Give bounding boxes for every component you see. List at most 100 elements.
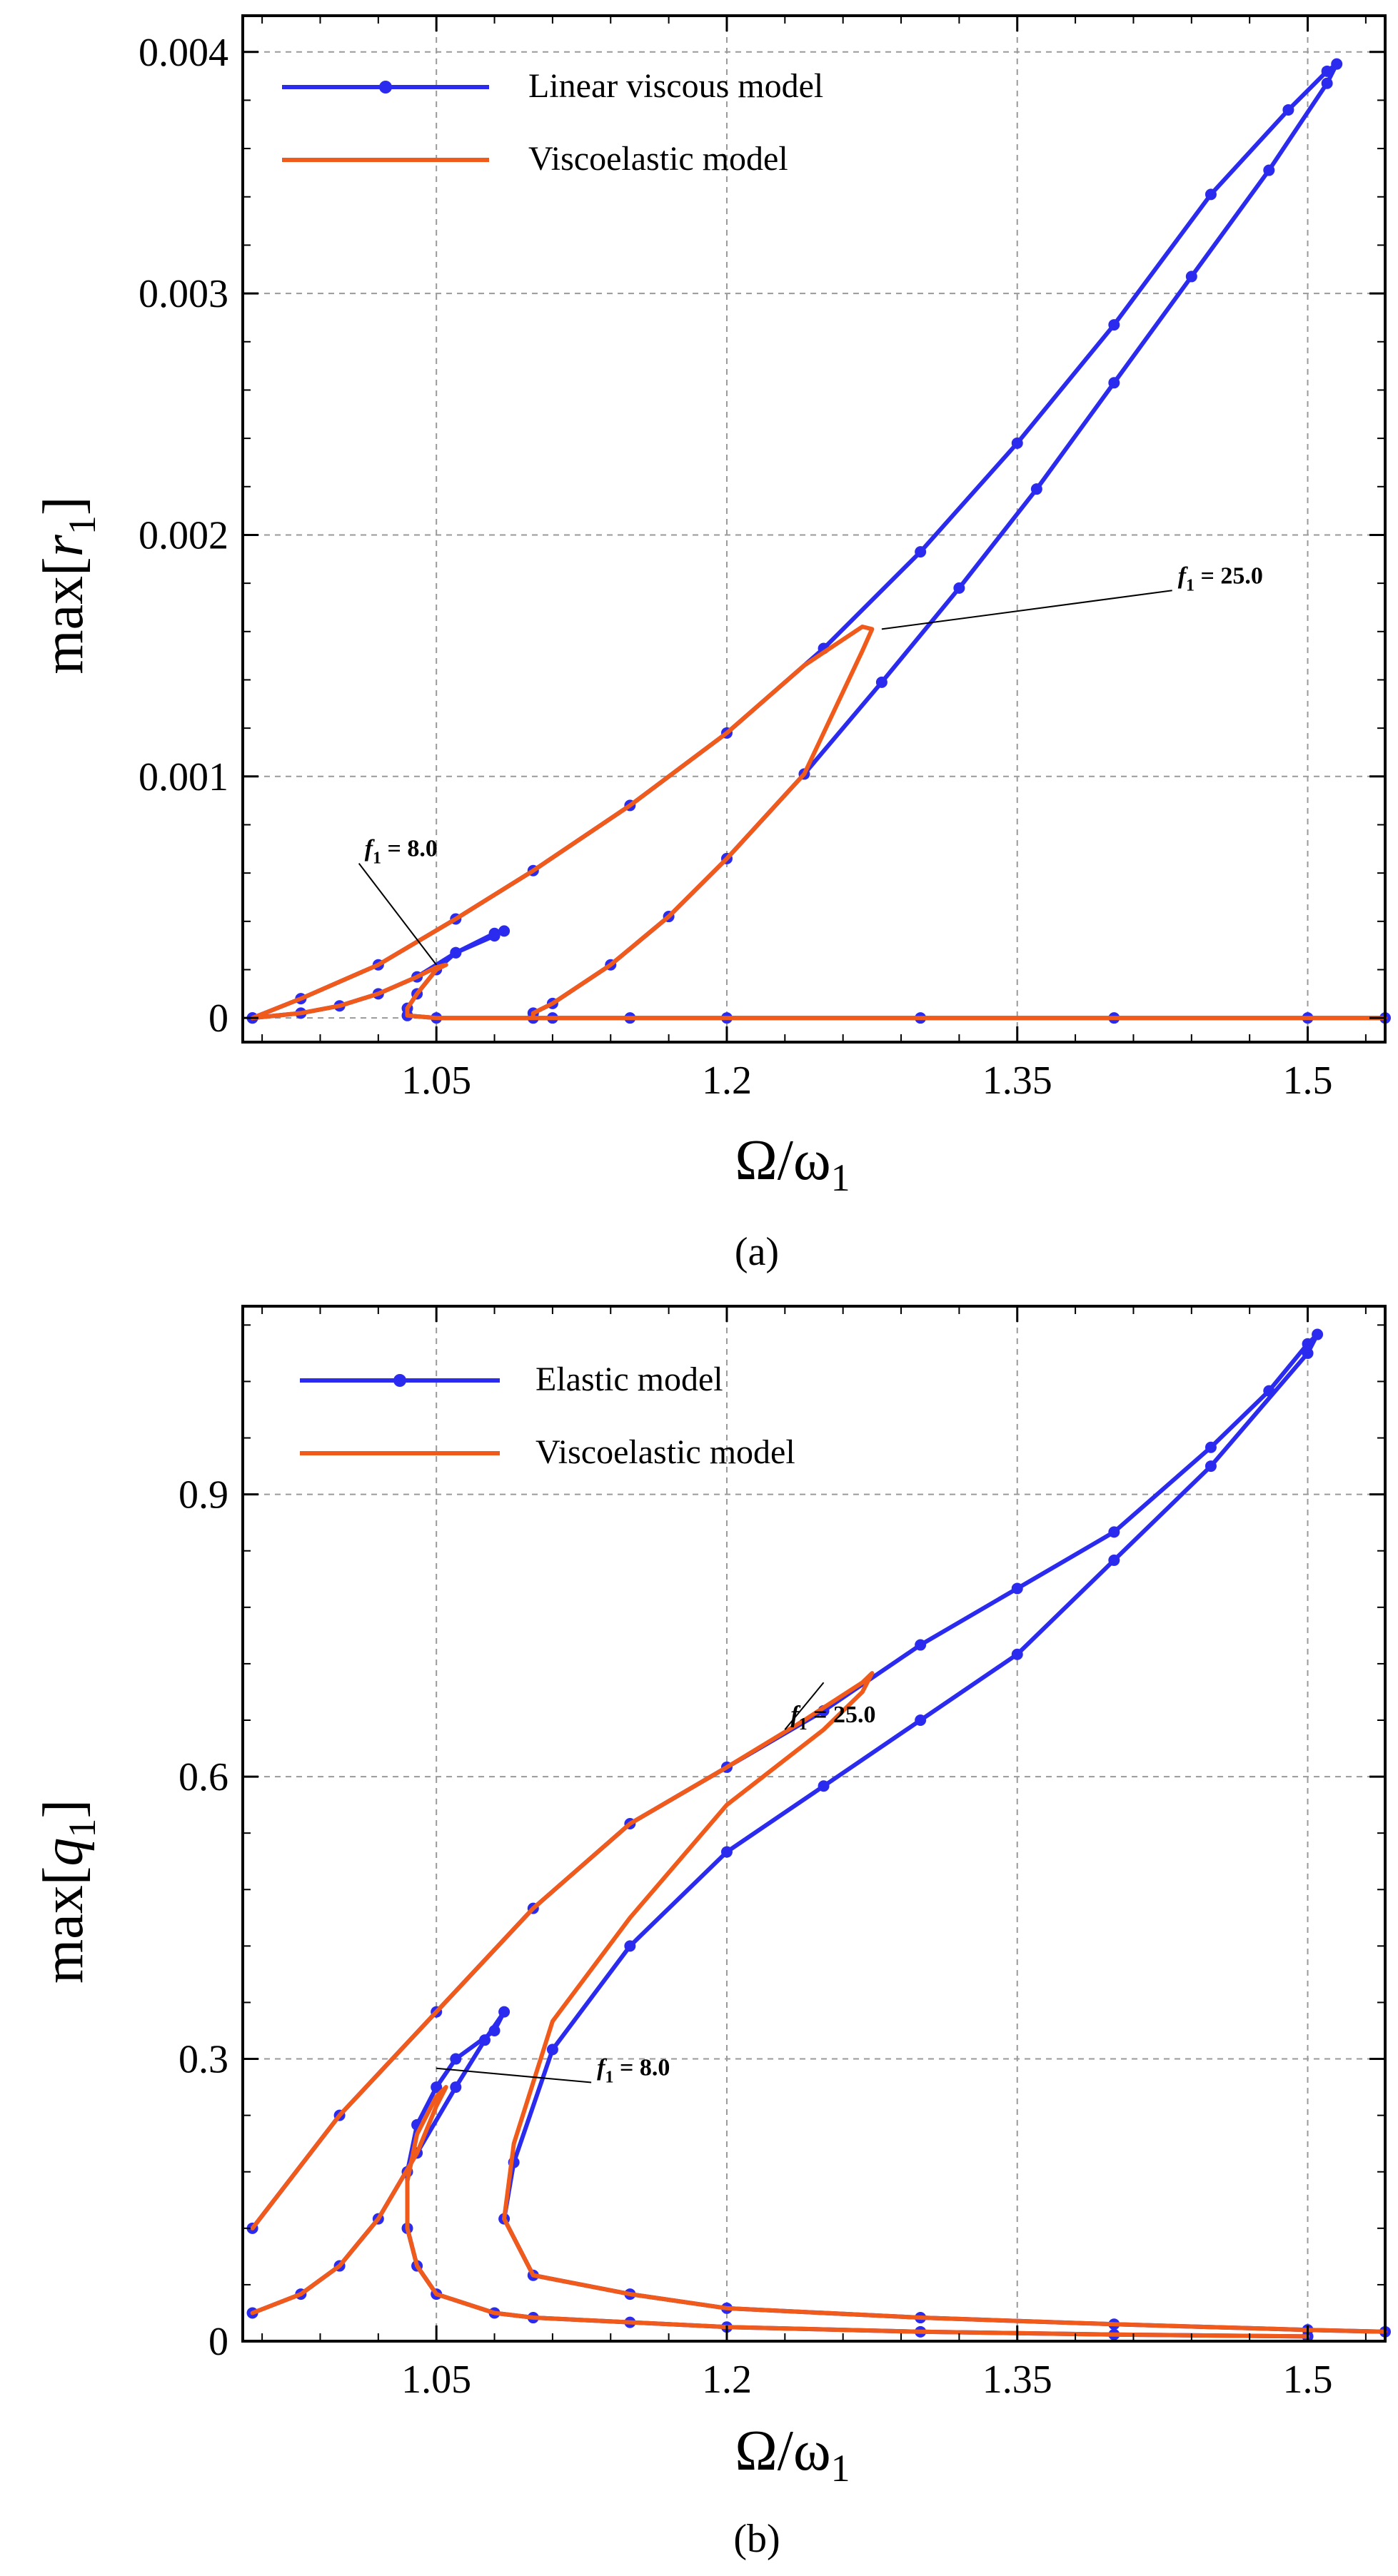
series-line-orange-f1-8-0 [250, 962, 535, 1021]
annotations: f1 = 8.0 f1 = 25.0 [436, 1682, 876, 2087]
annotation-f1-8: f1 = 8.0 [436, 2055, 670, 2087]
data-point [1108, 1526, 1120, 1538]
annotation-f1-25-rest: = 25.0 [808, 1702, 876, 1728]
legend-label-elastic: Elastic model [535, 1360, 723, 1398]
data-point [450, 2053, 462, 2065]
data-point [624, 1940, 636, 1952]
x-axis-label-sub: 1 [831, 1156, 850, 1199]
annotation-f1-8-var: f [597, 2055, 608, 2081]
data-point [1321, 77, 1333, 89]
y-axis-label-suffix: ] [32, 496, 95, 515]
x-axis-label: Ω/ω1 [735, 2420, 850, 2490]
x-tick-label: 1.2 [702, 2358, 752, 2402]
data-point [488, 2025, 501, 2036]
x-tick-label: 1.5 [1283, 2358, 1333, 2402]
data-point [498, 925, 511, 937]
data-point [818, 1780, 830, 1792]
annotation-f1-25-rest: = 25.0 [1195, 562, 1263, 589]
annotation-f1-8-rest: = 8.0 [613, 2055, 670, 2081]
legend-label-linear-viscous: Linear viscous model [528, 67, 823, 105]
x-tick-label: 1.05 [401, 2358, 471, 2402]
data-point [1302, 1347, 1314, 1359]
y-tick-label: 0.001 [139, 755, 228, 799]
svg-text:f1 = 25.0: f1 = 25.0 [790, 1702, 875, 1734]
data-point [1263, 164, 1275, 176]
data-point [915, 546, 927, 558]
series-line-blue-f1-25-0 [250, 1332, 1387, 2334]
legend: Linear viscous model Viscoelastic model [282, 67, 823, 178]
y-axis-label-var: q [32, 1838, 95, 1867]
y-tick-label: 0 [208, 2320, 228, 2364]
data-point [953, 582, 965, 594]
annotation-f1-8-var: f [365, 836, 376, 862]
series-layer [246, 1328, 1391, 2343]
y-tick-label: 0.9 [178, 1473, 228, 1517]
data-point [1282, 103, 1294, 116]
data-point [1312, 1328, 1324, 1340]
data-point [1205, 1441, 1217, 1453]
data-point [1185, 271, 1197, 283]
y-tick-label: 0 [208, 996, 228, 1041]
legend-label-viscoelastic: Viscoelastic model [528, 140, 788, 178]
series-line-blue-f1-8-0 [250, 929, 535, 1021]
data-point [1108, 377, 1120, 389]
data-point [450, 946, 462, 959]
legend-marker-linear-viscous [379, 81, 392, 94]
data-point [431, 2081, 443, 2093]
x-tick-label: 1.35 [982, 2358, 1052, 2402]
data-point [1108, 319, 1120, 331]
series-line-orange-f1-8-0 [250, 2085, 1310, 2339]
grid-lines [243, 16, 1385, 1042]
x-axis-label-sub: 1 [831, 2447, 850, 2490]
x-tick-label: 1.2 [702, 1059, 752, 1103]
annotation-f1-25: f1 = 25.0 [881, 562, 1263, 630]
y-axis-label-prefix: max[ [32, 557, 95, 674]
y-tick-label: 0.3 [178, 2038, 228, 2082]
x-tick-label: 1.05 [401, 1059, 471, 1103]
data-point [720, 1846, 733, 1858]
y-axis-label-sub: 1 [61, 1819, 104, 1838]
annotation-f1-25-sub: 1 [1186, 576, 1195, 595]
data-point [1011, 437, 1023, 449]
y-axis-label-suffix: ] [32, 1799, 95, 1819]
y-tick-label: 0.6 [178, 1755, 228, 1799]
data-point [1011, 1582, 1023, 1595]
data-point [450, 2081, 462, 2093]
data-point [478, 2034, 491, 2046]
series-line-blue-f1-25-0 [250, 61, 1387, 1021]
y-tick-label: 0.002 [139, 513, 228, 557]
y-axis-label: max[q1] [32, 1799, 104, 1984]
annotation-f1-25-var: f [1178, 562, 1189, 589]
y-axis-label-var: r [32, 534, 95, 557]
annotation-f1-8-rest: = 8.0 [381, 836, 438, 862]
annotation-f1-8-sub: 1 [373, 849, 381, 868]
tick-labels: 1.05 1.2 1.35 1.5 0 0.3 0.6 0.9 [178, 1473, 1333, 2402]
legend-marker-elastic [393, 1374, 406, 1387]
data-point [1108, 1554, 1120, 1566]
plot-frame [241, 1305, 1387, 2343]
data-point [1205, 1460, 1217, 1473]
chart-panel-a: f1 = 8.0 f1 = 25.0 1.05 1.2 1.35 1.500.0010… [32, 14, 1391, 1274]
annotation-f1-25-sub: 1 [799, 1715, 808, 1734]
data-point [488, 927, 501, 939]
svg-text:f1 = 8.0: f1 = 8.0 [597, 2055, 670, 2087]
data-point [498, 2006, 511, 2018]
data-point [1205, 188, 1217, 201]
axis-ticks [243, 16, 1385, 1042]
chart-panel-b: f1 = 8.0 f1 = 25.0 1.05 1.2 1.35 1.500.30.6… [32, 1305, 1391, 2561]
tick-labels: 1.05 1.2 1.35 1.5 0 0.001 0.002 0.003 0.004 [139, 31, 1333, 1103]
data-point [875, 676, 887, 688]
legend-label-viscoelastic: Viscoelastic model [535, 1433, 795, 1471]
annotation-f1-25: f1 = 25.0 [784, 1682, 876, 1734]
y-tick-label: 0.003 [139, 272, 228, 316]
series-line-orange-f1-25-0 [250, 1671, 1387, 2334]
data-point [1030, 483, 1042, 495]
data-point [546, 2044, 558, 2056]
x-tick-label: 1.35 [982, 1059, 1052, 1103]
y-axis-label-prefix: max[ [32, 1867, 95, 1984]
data-point [1302, 1338, 1314, 1350]
x-axis-label-main: Ω/ω [735, 2420, 830, 2482]
panel-label-a: (a) [735, 1230, 779, 1274]
y-tick-label: 0.004 [139, 31, 228, 75]
